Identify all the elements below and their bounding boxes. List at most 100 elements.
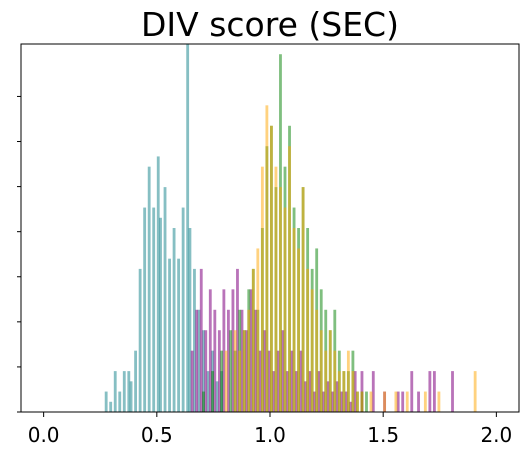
chart-title: DIV score (SEC) (141, 5, 399, 44)
histogram-bar (224, 350, 228, 412)
histogram-bar (109, 401, 113, 412)
histogram-bar (226, 309, 230, 412)
histogram-bar (303, 381, 307, 412)
histogram-bar (396, 391, 400, 412)
histogram-bar (292, 228, 296, 412)
x-tick-label: 0.5 (141, 423, 173, 447)
x-tick-label: 2.0 (480, 423, 512, 447)
histogram-bar (351, 371, 355, 412)
histogram-bar (344, 391, 348, 412)
histogram-bar (181, 207, 185, 412)
histogram-bar (272, 371, 276, 412)
histogram-bar (353, 371, 357, 412)
histogram-bar (190, 350, 194, 412)
histogram-bar (310, 289, 314, 412)
histogram-bar (294, 371, 298, 412)
histogram-bar (401, 391, 405, 412)
histogram-bar (276, 350, 280, 412)
histogram-bar (104, 391, 108, 412)
histogram-bar (342, 371, 346, 412)
histogram-bar (113, 371, 117, 412)
histogram-bar (432, 371, 436, 412)
histogram-bar (199, 268, 203, 412)
histogram-bar (222, 289, 226, 412)
histogram-bar (437, 391, 441, 412)
histogram-bar (288, 146, 291, 412)
histogram-bar (129, 381, 133, 412)
histogram-bar (319, 330, 323, 412)
histogram-bar (405, 391, 409, 412)
histogram-bar (333, 350, 337, 412)
histogram-bar (313, 391, 316, 412)
histogram-bar (297, 248, 300, 412)
histogram-bar (428, 371, 432, 412)
histogram-bar (208, 289, 212, 412)
histogram-bar (127, 371, 131, 412)
histogram-bar (152, 207, 156, 412)
x-tick-label: 0.0 (28, 423, 60, 447)
histogram-bar (193, 268, 196, 412)
histogram-bar (258, 350, 262, 412)
histogram-bar (417, 391, 420, 412)
histogram-bar (371, 371, 375, 412)
histogram-bar (256, 248, 260, 412)
histogram-bar (134, 350, 138, 412)
histogram-bar (236, 268, 239, 412)
histogram-bar (217, 330, 221, 412)
histogram-bar (147, 166, 151, 412)
histogram-bar (360, 391, 364, 412)
histogram-bar (202, 330, 205, 412)
histogram-bar (233, 330, 237, 412)
histogram-bar (349, 401, 353, 412)
histogram-bar (473, 371, 477, 412)
histogram-bar (215, 381, 219, 412)
histogram-bar (346, 350, 350, 412)
histogram-bar (451, 371, 454, 412)
histogram-bar (118, 391, 122, 412)
x-tick-label: 1.5 (367, 423, 399, 447)
histogram-bar (240, 309, 244, 412)
histogram-bar (340, 391, 343, 412)
histogram-bar (383, 391, 387, 412)
histogram-bar (308, 371, 312, 412)
histogram-bar (220, 350, 224, 412)
histogram-bar (260, 166, 264, 412)
histogram-bar (279, 187, 282, 412)
histogram-bar (265, 105, 269, 412)
histogram-bar (202, 391, 205, 412)
histogram-bar (138, 268, 142, 412)
histogram-bar (410, 371, 414, 412)
histogram-bar (238, 350, 242, 412)
histogram-bar (186, 44, 190, 412)
histogram-bar (211, 371, 214, 412)
histogram-bar (242, 330, 246, 412)
histogram-bar (206, 371, 210, 412)
histogram-bar (356, 391, 359, 412)
histogram-bar (301, 187, 305, 412)
histogram-bar (283, 207, 287, 412)
histogram-bar (423, 391, 427, 412)
histogram-bar (394, 391, 398, 412)
histogram-bar (249, 289, 253, 412)
histogram-bar (335, 381, 339, 412)
histogram-bar (326, 381, 330, 412)
histogram-bar (328, 330, 332, 412)
histogram-bar (324, 350, 328, 412)
histogram-bar (322, 391, 325, 412)
histogram-bar (204, 330, 208, 412)
histogram-bar (163, 187, 167, 412)
histogram-bar (331, 391, 334, 412)
histogram-bar (197, 309, 201, 412)
histogram-bar (290, 350, 294, 412)
x-axis-ticks: 0.0 0.5 1.0 1.5 2.0 (28, 412, 512, 447)
histogram-bar (177, 258, 181, 412)
histogram-bar (195, 309, 199, 412)
histogram-bar (231, 289, 235, 412)
y-axis-ticks (17, 95, 21, 413)
histogram-bar (360, 371, 364, 412)
histogram-bar (229, 330, 233, 412)
histogram-bar (337, 371, 341, 412)
histogram-bar (365, 391, 368, 412)
